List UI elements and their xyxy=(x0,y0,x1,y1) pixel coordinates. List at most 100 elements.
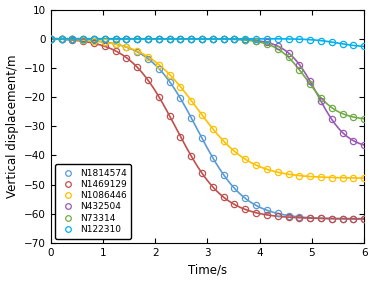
N122310 xyxy=(113,37,118,40)
N1086446 xyxy=(297,174,301,177)
N432504 xyxy=(167,37,172,40)
N432504 xyxy=(103,37,107,40)
N1469129 xyxy=(103,45,107,48)
N1086446 xyxy=(265,168,269,171)
N1086446 xyxy=(157,63,161,66)
N73314 xyxy=(70,37,75,40)
N1814574 xyxy=(103,40,107,44)
N1814574 xyxy=(59,37,64,41)
N1469129 xyxy=(340,217,345,220)
N122310 xyxy=(146,37,150,40)
X-axis label: Time/s: Time/s xyxy=(188,263,227,276)
N73314 xyxy=(92,37,96,40)
N73314 xyxy=(232,38,237,41)
N432504 xyxy=(178,37,183,40)
N1469129 xyxy=(70,38,75,42)
N73314 xyxy=(308,83,312,86)
N1469129 xyxy=(48,37,53,40)
N432504 xyxy=(362,143,366,147)
N1469129 xyxy=(146,79,150,82)
N432504 xyxy=(222,37,226,41)
N122310 xyxy=(92,37,96,40)
N1814574 xyxy=(92,39,96,42)
N122310 xyxy=(254,37,258,40)
N73314 xyxy=(265,42,269,46)
N1469129 xyxy=(362,217,366,221)
N432504 xyxy=(124,37,129,40)
N1469129 xyxy=(297,216,301,219)
N73314 xyxy=(135,37,140,40)
N1086446 xyxy=(351,176,355,180)
N1814574 xyxy=(340,217,345,221)
N432504 xyxy=(200,37,204,41)
N1469129 xyxy=(319,217,323,220)
N1086446 xyxy=(222,140,226,143)
N1469129 xyxy=(200,172,204,175)
N1469129 xyxy=(265,213,269,217)
N73314 xyxy=(286,56,291,59)
N1086446 xyxy=(254,163,258,167)
N1469129 xyxy=(276,215,280,218)
N122310 xyxy=(222,37,226,40)
N73314 xyxy=(189,37,194,41)
N1814574 xyxy=(265,209,269,212)
N122310 xyxy=(243,37,248,40)
N432504 xyxy=(243,38,248,41)
N122310 xyxy=(70,37,75,40)
N122310 xyxy=(329,40,334,44)
N73314 xyxy=(329,106,334,109)
N1469129 xyxy=(81,40,85,43)
N73314 xyxy=(200,37,204,41)
N73314 xyxy=(319,96,323,100)
N432504 xyxy=(211,37,215,41)
N432504 xyxy=(276,44,280,48)
N73314 xyxy=(124,37,129,40)
N1814574 xyxy=(157,67,161,70)
N1814574 xyxy=(189,116,194,120)
N122310 xyxy=(48,37,53,40)
N122310 xyxy=(319,39,323,42)
N1814574 xyxy=(146,57,150,60)
N1086446 xyxy=(232,150,237,153)
N432504 xyxy=(297,63,301,66)
N1086446 xyxy=(319,175,323,179)
N73314 xyxy=(157,37,161,40)
N432504 xyxy=(157,37,161,40)
Line: N1814574: N1814574 xyxy=(48,36,367,222)
N1469129 xyxy=(178,135,183,138)
N73314 xyxy=(211,37,215,41)
Line: N432504: N432504 xyxy=(48,36,367,148)
N432504 xyxy=(265,41,269,44)
N1086446 xyxy=(48,37,53,40)
N1086446 xyxy=(329,176,334,179)
N1814574 xyxy=(113,42,118,46)
N432504 xyxy=(189,37,194,40)
N432504 xyxy=(254,39,258,42)
N73314 xyxy=(81,37,85,40)
N73314 xyxy=(362,117,366,120)
N432504 xyxy=(113,37,118,40)
N1469129 xyxy=(243,208,248,211)
N1086446 xyxy=(340,176,345,179)
N1086446 xyxy=(135,49,140,53)
N1814574 xyxy=(222,173,226,177)
N1814574 xyxy=(232,187,237,190)
N1086446 xyxy=(70,38,75,41)
N122310 xyxy=(286,37,291,41)
N1469129 xyxy=(351,217,355,220)
N1814574 xyxy=(135,50,140,54)
N73314 xyxy=(276,47,280,51)
N1086446 xyxy=(362,176,366,180)
N432504 xyxy=(286,51,291,55)
N122310 xyxy=(308,38,312,41)
N1814574 xyxy=(319,217,323,220)
N432504 xyxy=(340,131,345,134)
N73314 xyxy=(254,40,258,43)
N122310 xyxy=(362,45,366,48)
N73314 xyxy=(351,115,355,119)
N1814574 xyxy=(48,37,53,40)
N122310 xyxy=(211,37,215,40)
N122310 xyxy=(276,37,280,41)
N1086446 xyxy=(146,55,150,59)
N1086446 xyxy=(103,41,107,44)
